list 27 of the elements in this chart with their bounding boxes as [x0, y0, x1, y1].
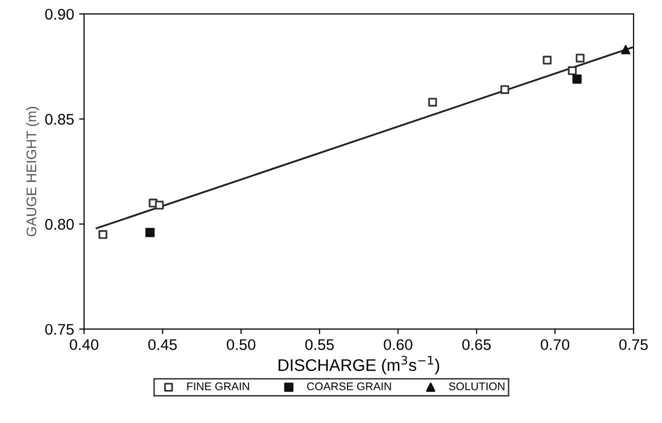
- x-axis-title: DISCHARGE (m$^{3}$s$^{−1}$): [278, 356, 440, 374]
- legend-label: COARSE GRAIN: [307, 382, 391, 390]
- point: [145, 228, 155, 238]
- x-tick-label: 0.40: [70, 339, 98, 350]
- point: [621, 45, 630, 54]
- y-axis-title: GAUGE HEIGHT (m): [26, 106, 40, 236]
- legend-label: SOLUTION: [448, 382, 504, 390]
- point: [155, 200, 164, 210]
- point: [428, 98, 437, 107]
- y-tick-label: 0.90: [45, 8, 74, 20]
- x-tick-label: 0.60: [384, 339, 412, 350]
- legend-label: FINE GRAIN: [187, 382, 249, 390]
- point: [542, 56, 552, 65]
- point: [98, 230, 108, 239]
- point: [568, 66, 577, 76]
- point: [572, 74, 582, 84]
- y-tick-label: 0.75: [45, 324, 74, 335]
- x-tick-label: 0.45: [148, 339, 177, 350]
- point: [576, 54, 585, 62]
- point: [500, 85, 510, 94]
- x-tick-label: 0.65: [462, 339, 491, 350]
- x-tick-label: 0.75: [619, 339, 648, 350]
- y-tick-label: 0.80: [45, 218, 74, 230]
- x-tick-label: 0.55: [305, 339, 334, 350]
- x-tick-label: 0.50: [226, 339, 256, 350]
- y-tick-label: 0.85: [45, 114, 74, 125]
- x-tick-label: 0.70: [540, 339, 570, 350]
